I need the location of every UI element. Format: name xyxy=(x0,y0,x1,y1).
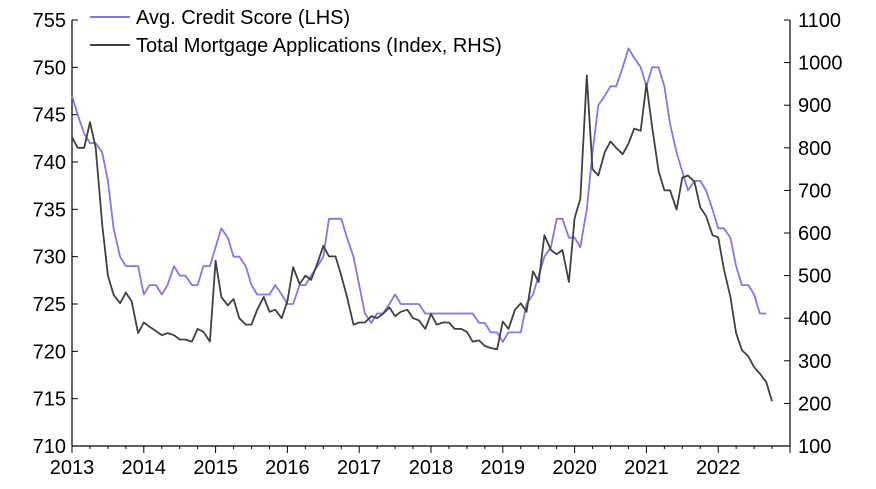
x-tick-label: 2018 xyxy=(409,457,454,479)
x-tick-label: 2016 xyxy=(265,457,310,479)
legend-label: Total Mortgage Applications (Index, RHS) xyxy=(136,35,502,57)
credit-score-line xyxy=(71,47,767,343)
right-y-tick-label: 1100 xyxy=(798,10,841,32)
left-y-tick-label: 735 xyxy=(33,199,66,221)
right-y-tick-label: 900 xyxy=(798,95,831,117)
right-y-tick-label: 100 xyxy=(798,436,831,458)
x-tick-label: 2014 xyxy=(122,457,167,479)
x-tick-label: 2017 xyxy=(337,457,382,479)
left-y-tick-label: 740 xyxy=(33,152,66,174)
x-tick-label: 2015 xyxy=(193,457,238,479)
x-tick-label: 2019 xyxy=(481,457,526,479)
series-layer xyxy=(71,47,773,402)
mortgage-applications-line xyxy=(71,74,773,402)
legend-label: Avg. Credit Score (LHS) xyxy=(136,7,350,29)
right-y-tick-label: 500 xyxy=(798,266,831,288)
right-y-tick-label: 400 xyxy=(798,308,831,330)
x-tick-label: 2013 xyxy=(50,457,95,479)
right-y-tick-label: 700 xyxy=(798,180,831,202)
left-y-tick-label: 745 xyxy=(33,105,66,127)
x-tick-label: 2022 xyxy=(696,457,741,479)
axes: 710 715 720 725 730 735 740 745 750 755 100 200 300 4… xyxy=(33,10,843,479)
left-y-tick-label: 715 xyxy=(33,389,66,411)
left-y-tick-label: 730 xyxy=(33,247,66,269)
right-y-tick-label: 800 xyxy=(798,138,831,160)
right-y-tick-label: 200 xyxy=(798,393,831,415)
right-y-tick-label: 1000 xyxy=(798,53,843,75)
x-tick-label: 2020 xyxy=(552,457,597,479)
left-y-tick-label: 725 xyxy=(33,294,66,316)
left-y-tick-label: 755 xyxy=(33,10,66,32)
legend: Avg. Credit Score (LHS) Total Mortgage Ap… xyxy=(90,7,502,57)
right-y-tick-label: 600 xyxy=(798,223,831,245)
left-y-tick-label: 710 xyxy=(33,436,66,458)
right-y-tick-label: 300 xyxy=(798,351,831,373)
left-y-tick-label: 720 xyxy=(33,341,66,363)
x-tick-label: 2021 xyxy=(624,457,669,479)
left-y-tick-label: 750 xyxy=(33,57,66,79)
